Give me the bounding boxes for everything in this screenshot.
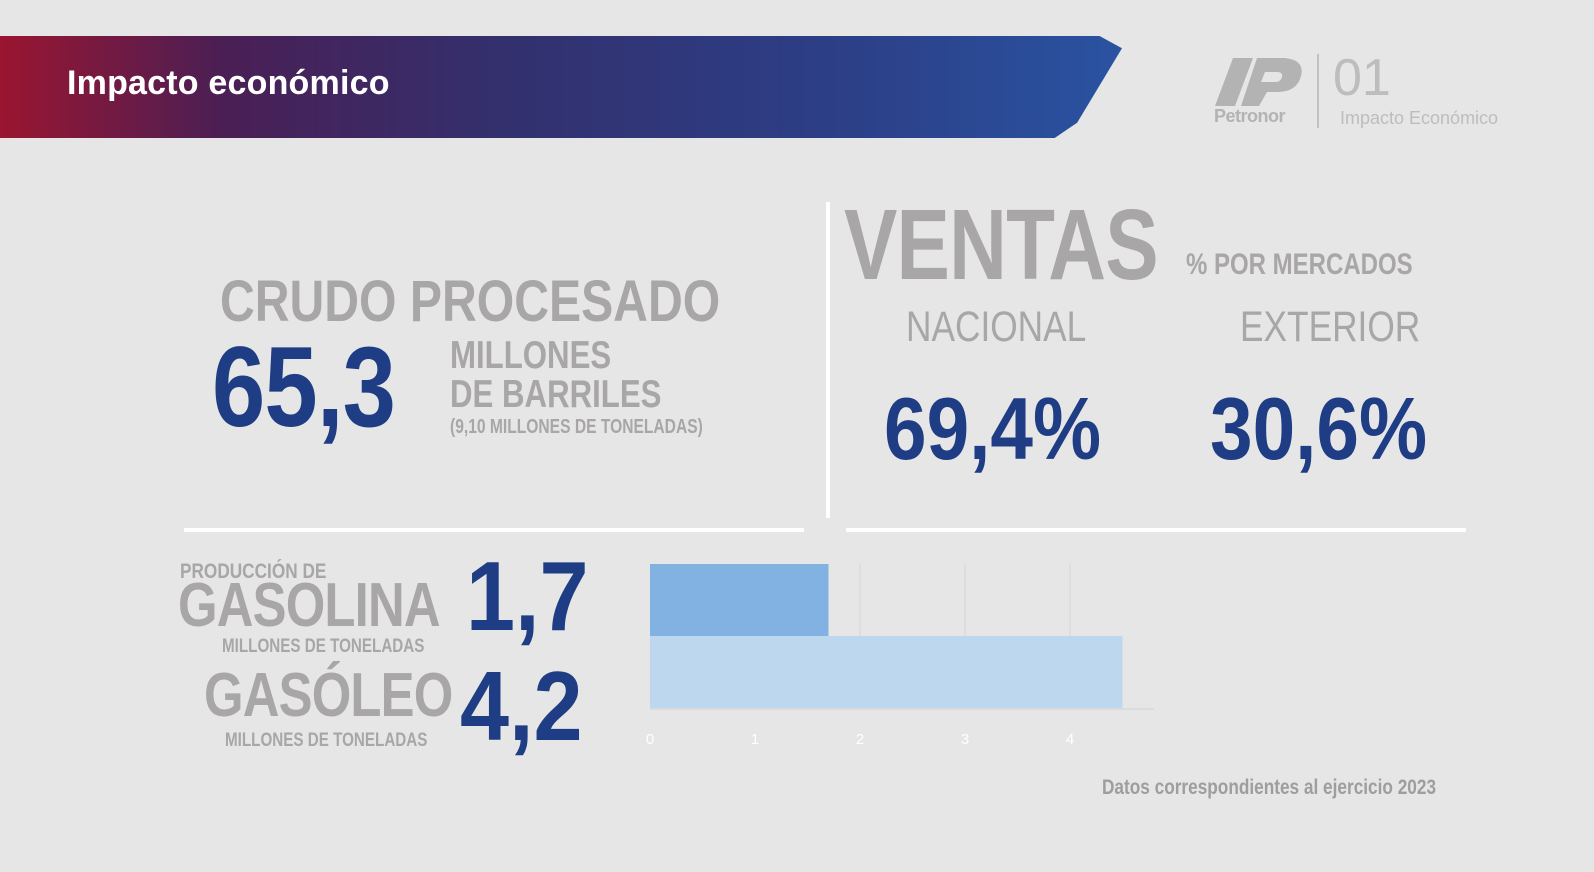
ventas-title: VENTAS xyxy=(844,189,1159,301)
gasolina-unit: MILLONES DE TONELADAS xyxy=(222,636,425,657)
gasolina-prefix: PRODUCCIÓN DE xyxy=(180,560,327,583)
x-tick-label: 2 xyxy=(856,731,864,748)
section-name: Impacto Económico xyxy=(1340,108,1499,128)
crudo-unit-line2: DE BARRILES xyxy=(450,373,662,416)
bar-gasolina xyxy=(650,564,829,636)
section-number: 01 xyxy=(1333,49,1391,107)
ventas-subtitle: % POR MERCADOS xyxy=(1186,248,1413,281)
exterior-value: 30,6% xyxy=(1210,379,1428,478)
crudo-value: 65,3 xyxy=(212,324,396,451)
header-banner xyxy=(0,36,1122,138)
horizontal-divider-right xyxy=(846,528,1466,532)
logo-separator xyxy=(1317,54,1319,128)
nacional-value: 69,4% xyxy=(884,379,1102,478)
logo-wordmark: Petronor xyxy=(1214,106,1286,126)
x-tick-label: 0 xyxy=(646,731,654,748)
petronor-logo-icon xyxy=(1215,58,1302,106)
exterior-label: EXTERIOR xyxy=(1240,303,1421,351)
gasolina-value: 1,7 xyxy=(466,541,589,651)
gasoleo-unit: MILLONES DE TONELADAS xyxy=(225,730,428,751)
footnote: Datos correspondientes al ejercicio 2023 xyxy=(1102,776,1437,799)
bar-gasóleo xyxy=(650,636,1123,708)
vertical-divider xyxy=(826,202,830,518)
x-tick-label: 4 xyxy=(1066,731,1074,748)
x-tick-label: 3 xyxy=(961,731,969,748)
crudo-title: CRUDO PROCESADO xyxy=(220,269,721,334)
crudo-unit-line3: (9,10 MILLONES DE TONELADAS) xyxy=(450,416,703,438)
gasolina-name: GASOLINA xyxy=(178,571,441,640)
nacional-label: NACIONAL xyxy=(906,303,1087,351)
x-tick-label: 1 xyxy=(751,731,759,748)
gasoleo-name: GASÓLEO xyxy=(204,661,453,730)
gasoleo-value: 4,2 xyxy=(460,651,583,761)
crudo-unit-line1: MILLONES xyxy=(450,334,612,377)
page-title: Impacto económico xyxy=(67,64,390,102)
horizontal-divider-left xyxy=(184,528,804,532)
